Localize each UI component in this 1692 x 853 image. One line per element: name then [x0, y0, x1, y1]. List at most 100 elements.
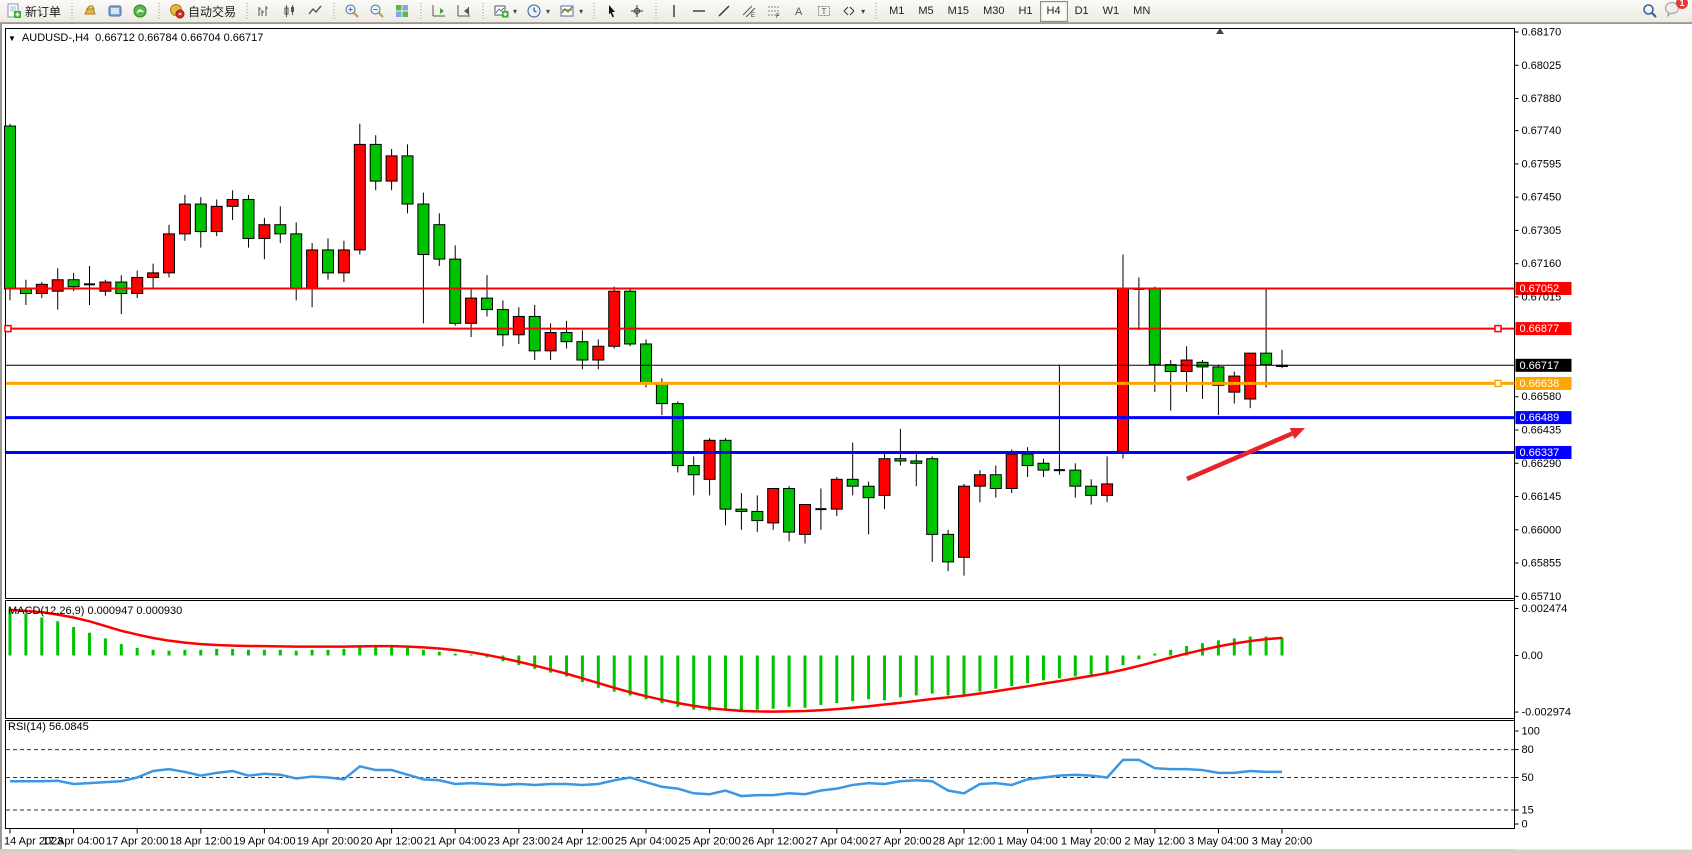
periods-button[interactable]: ▾: [522, 0, 554, 22]
text-tool-button[interactable]: A: [787, 0, 811, 22]
chart-shift-icon: [457, 5, 471, 17]
new-order-button[interactable]: 新订单: [2, 0, 65, 22]
fibonacci-tool-button[interactable]: F: [762, 0, 786, 22]
horizontal-line-icon: [693, 10, 706, 12]
zoom-in-button[interactable]: [340, 0, 364, 22]
gold-ingot-icon: [84, 5, 96, 15]
svg-text:0.67015: 0.67015: [1522, 291, 1562, 303]
templates-button[interactable]: ▾: [555, 0, 587, 22]
main-pane: [5, 28, 1515, 599]
resistance-line-2-handle[interactable]: [1494, 324, 1502, 333]
timeframe-button-W1[interactable]: W1: [1102, 4, 1120, 17]
toolbar-separator: [590, 3, 598, 19]
template-icon: [560, 5, 574, 17]
price-axis-background: [1515, 24, 1692, 853]
svg-text:17 Apr 04:00: 17 Apr 04:00: [42, 836, 104, 848]
timeframe-toolbar: M1 M5 M15 M30 H1 H4 D1 W1 MN: [882, 0, 1157, 22]
svg-text:20 Apr 12:00: 20 Apr 12:00: [360, 836, 422, 848]
timeframe-button-M15[interactable]: M15: [947, 4, 970, 17]
line-chart-icon: [308, 5, 322, 15]
svg-text:14 Apr 2023: 14 Apr 2023: [4, 836, 63, 848]
rsi-line: [10, 758, 1283, 798]
resistance-line-2-handle[interactable]: [4, 324, 12, 333]
chart-title-bar: ▼ AUDUSD-,H4 0.66712 0.66784 0.66704 0.6…: [8, 32, 263, 44]
cursor-tool-button[interactable]: [600, 0, 624, 22]
notification-count-badge: 1: [1676, 0, 1688, 9]
line-chart-button[interactable]: [303, 0, 327, 22]
vertical-line-tool-button[interactable]: [662, 0, 686, 22]
equidistant-channel-icon: E: [742, 5, 756, 19]
timeframe-button-M5[interactable]: M5: [918, 4, 934, 17]
svg-text:0.67740: 0.67740: [1522, 125, 1562, 137]
svg-text:28 Apr 12:00: 28 Apr 12:00: [933, 836, 995, 848]
svg-text:0.00: 0.00: [1522, 650, 1543, 662]
pivot-line-price-badge: [1515, 376, 1572, 390]
zoom-in-icon: [345, 4, 359, 18]
chart-canvas[interactable]: 0.67052 0.66877 0.66717 0.66638 0.66489 0.663…: [2, 24, 1692, 853]
crosshair-tool-button[interactable]: [625, 0, 649, 22]
tile-windows-button[interactable]: [390, 0, 414, 22]
metaeditor-button[interactable]: [103, 0, 127, 22]
clock-icon: [527, 4, 541, 18]
svg-text:23 Apr 23:00: 23 Apr 23:00: [488, 836, 550, 848]
toolbar-separator: [243, 3, 251, 19]
rsi-pane: [5, 720, 1515, 829]
new-order-icon: [7, 3, 21, 18]
metaeditor-icon: [108, 5, 122, 17]
new-chart-icon: [494, 5, 509, 18]
bar-chart-icon: [258, 6, 269, 16]
search-icon[interactable]: [1642, 3, 1658, 19]
price-axis: 0.68170 0.68025 0.67880 0.67740 0.67595 0.674…: [1514, 27, 1572, 831]
timeframe-button-D1[interactable]: D1: [1074, 4, 1089, 17]
bid-price-line-price-badge: [1515, 358, 1572, 372]
toolbar-separator: [652, 3, 660, 19]
trendline-tool-button[interactable]: [712, 0, 736, 22]
horizontal-line-tool-button[interactable]: [687, 0, 711, 22]
autotrading-button[interactable]: 自动交易: [165, 0, 240, 22]
svg-text:21 Apr 04:00: 21 Apr 04:00: [424, 836, 486, 848]
notifications-button[interactable]: 1: [1664, 0, 1688, 22]
svg-text:24 Apr 12:00: 24 Apr 12:00: [551, 836, 613, 848]
trend-arrow-head[interactable]: [1289, 428, 1305, 440]
shapes-tool-button[interactable]: ▾: [837, 0, 869, 22]
macd-pane: [5, 600, 1515, 719]
new-chart-button[interactable]: ▾: [489, 0, 521, 22]
candle-chart-button[interactable]: [278, 0, 302, 22]
pivot-line-price-label: 0.66638: [1520, 378, 1560, 390]
rsi-indicator-label: RSI(14) 56.0845: [8, 721, 89, 733]
signals-button[interactable]: [128, 0, 152, 22]
auto-scroll-button[interactable]: [427, 0, 451, 22]
symbol-title: AUDUSD-,H4: [21, 32, 90, 44]
deposit-button[interactable]: [78, 0, 102, 22]
macd-series: [8, 608, 1284, 711]
candle-chart-icon: [284, 5, 295, 17]
bar-chart-button[interactable]: [253, 0, 277, 22]
toolbar-separator: [872, 3, 880, 19]
timeframe-button-MN[interactable]: MN: [1133, 4, 1151, 17]
timeframe-button-M1[interactable]: M1: [889, 4, 905, 17]
dropdown-caret: ▾: [579, 6, 584, 16]
chart-window: 0.67052 0.66877 0.66717 0.66638 0.66489 0.663…: [0, 23, 1692, 853]
svg-text:-0.002974: -0.002974: [1522, 707, 1572, 719]
chart-shift-button[interactable]: [452, 0, 476, 22]
zoom-out-button[interactable]: [365, 0, 389, 22]
svg-text:0.67160: 0.67160: [1522, 258, 1562, 270]
svg-text:0: 0: [1522, 819, 1528, 831]
dropdown-caret: ▾: [513, 6, 518, 16]
resistance-line-1-price-badge: [1515, 281, 1572, 295]
channel-tool-button[interactable]: E: [737, 0, 761, 22]
timeframe-button-H4[interactable]: H4: [1039, 0, 1068, 22]
chart-shift-marker[interactable]: [1216, 28, 1224, 34]
timeframe-button-M30[interactable]: M30: [983, 4, 1005, 17]
fibonacci-icon: F: [768, 6, 780, 19]
new-order-label: 新订单: [25, 4, 62, 19]
label-tool-button[interactable]: T: [812, 0, 836, 22]
collapse-triangle-icon[interactable]: ▼: [8, 33, 16, 43]
svg-text:2 May 12:00: 2 May 12:00: [1125, 836, 1186, 848]
timeframe-button-H1[interactable]: H1: [1018, 4, 1033, 17]
toolbar-separator: [155, 3, 163, 19]
trend-arrow[interactable]: [1186, 431, 1294, 482]
pivot-line-handle[interactable]: [1494, 379, 1502, 388]
svg-text:E: E: [751, 13, 755, 19]
